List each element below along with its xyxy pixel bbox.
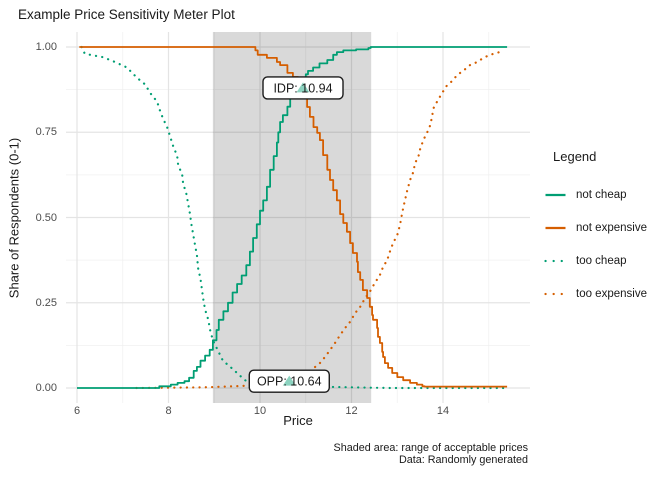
y-tick-label: 1.00 bbox=[35, 41, 57, 53]
x-tick-label: 8 bbox=[165, 405, 172, 417]
plot-panel: IDP: 10.94 OPP: 10.64 bbox=[66, 32, 530, 403]
y-tick-label: 0.50 bbox=[35, 211, 57, 224]
legend: Legend not cheap not expensive too cheap to… bbox=[544, 149, 647, 310]
legend-swatch-too-cheap-dotted-line-icon bbox=[544, 259, 567, 262]
legend-item-too-expensive: too expensive bbox=[544, 277, 647, 310]
legend-item-label: too cheap bbox=[576, 254, 627, 267]
legend-title: Legend bbox=[553, 149, 597, 164]
opp-marker-triangle bbox=[282, 375, 296, 386]
legend-item-label: not cheap bbox=[576, 188, 627, 201]
caption-line-2: Data: Randomly generated bbox=[398, 453, 528, 466]
legend-swatch-not-cheap-solid-line-icon bbox=[545, 193, 566, 196]
opp-label-text: OPP: 10.64 bbox=[257, 375, 322, 389]
series-line-too-expensive bbox=[135, 50, 504, 390]
plot-caption: Shaded area: range of acceptable prices … bbox=[333, 442, 528, 466]
legend-item-label: too expensive bbox=[576, 287, 647, 300]
idp-label-text: IDP: 10.94 bbox=[273, 81, 332, 95]
idp-label-box bbox=[262, 76, 344, 100]
legend-swatch-not-expensive-solid-line-icon bbox=[545, 226, 566, 229]
caption-line-1: Shaded area: range of acceptable prices bbox=[333, 442, 528, 454]
legend-item-too-cheap: too cheap bbox=[544, 244, 647, 277]
y-tick-label: 0.75 bbox=[35, 126, 57, 139]
legend-item-not-cheap: not cheap bbox=[544, 178, 647, 211]
x-tick-label: 14 bbox=[436, 405, 450, 417]
x-tick-label: 10 bbox=[253, 405, 267, 417]
x-axis-title: Price bbox=[283, 413, 313, 428]
legend-item-label: not expensive bbox=[576, 221, 647, 234]
legend-items: not cheap not expensive too cheap too expen… bbox=[544, 178, 647, 310]
plot-title: Example Price Sensitivity Meter Plot bbox=[18, 7, 235, 22]
y-axis-title: Share of Respondents (0-1) bbox=[6, 137, 22, 299]
x-tick-label: 6 bbox=[73, 405, 81, 417]
y-tick-label: 0.00 bbox=[35, 382, 57, 394]
series-line-not-cheap bbox=[77, 46, 508, 389]
x-tick-label: 12 bbox=[345, 405, 358, 417]
legend-swatch-too-expensive-dotted-line-icon bbox=[544, 292, 567, 295]
legend-item-not-expensive: not expensive bbox=[544, 211, 647, 244]
opp-label-box bbox=[248, 369, 330, 393]
y-tick-label: 0.25 bbox=[35, 296, 57, 309]
idp-marker-triangle bbox=[296, 82, 310, 93]
